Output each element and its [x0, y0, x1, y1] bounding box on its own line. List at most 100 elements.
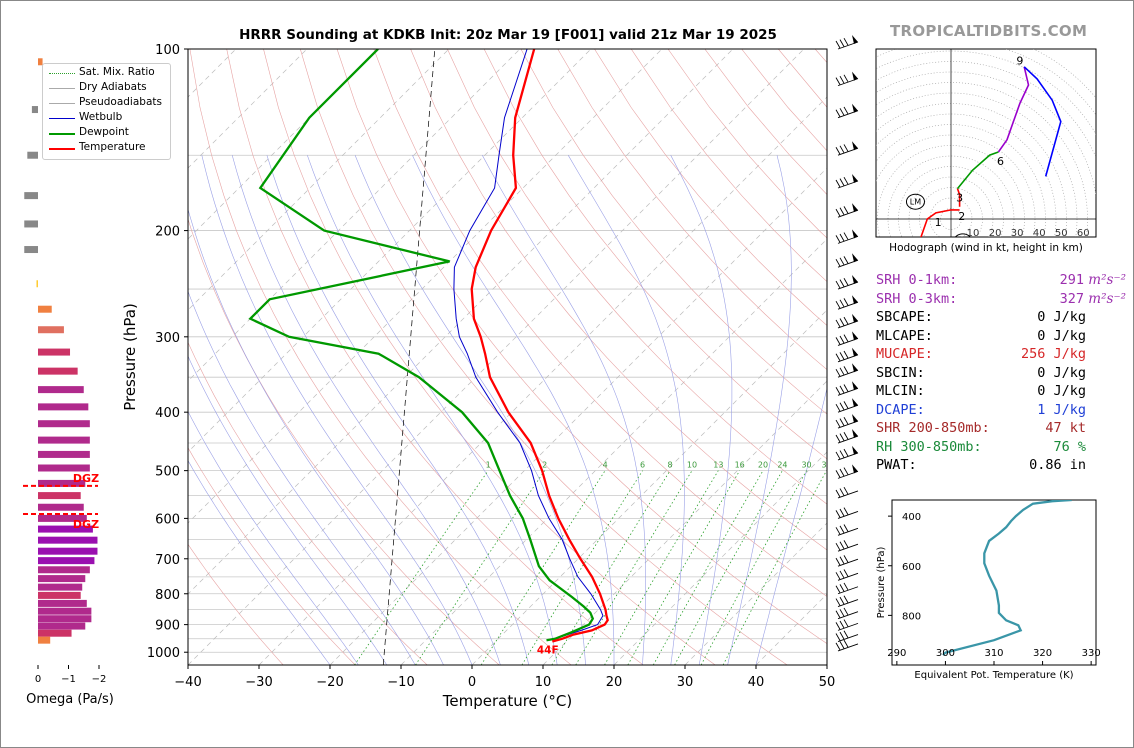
- hodograph-ring-label: 50: [1055, 228, 1068, 239]
- wind-barb: [835, 347, 859, 363]
- stats-key: SHR 200-850mb:: [876, 420, 990, 436]
- hodograph-caption: Hodograph (wind in kt, height in km): [889, 242, 1083, 254]
- stats-row: DCAPE: 1 J/kg: [876, 402, 1126, 421]
- wind-barb: [835, 295, 859, 310]
- omega-bar: [38, 557, 95, 565]
- x-tick-label: 0: [468, 675, 476, 690]
- omega-bar: [38, 326, 64, 334]
- y-tick-label: 1000: [147, 646, 180, 661]
- mixing-ratio-label: 16: [735, 461, 745, 470]
- theta-e-x-tick-label: 300: [936, 648, 955, 659]
- dry-adiabat-line: [189, 49, 572, 665]
- hodograph-height-label: 1: [935, 216, 942, 229]
- wind-barb-feather: [835, 642, 841, 651]
- dgz-label: DGZ: [73, 518, 99, 531]
- omega-bar: [38, 636, 51, 644]
- isotherm-line: [188, 49, 592, 453]
- stats-panel: SRH 0-1km: 291 m²s⁻² SRH 0-3km: 327 m²s⁻² SB…: [876, 272, 1126, 476]
- omega-bar: [38, 367, 78, 375]
- wetbulb-series-line: [453, 49, 604, 641]
- mixing-ratio-label: 20: [758, 461, 768, 470]
- stats-value: 0.86 in: [1029, 457, 1086, 473]
- wind-barb: [835, 445, 859, 461]
- wind-barb-flag: [852, 445, 858, 455]
- wind-barb: [835, 331, 859, 346]
- wind-barb-feather: [839, 433, 845, 441]
- mixing-ratio-label: 24: [777, 461, 787, 470]
- wind-barb-flag: [852, 429, 858, 439]
- wind-barb: [835, 555, 859, 567]
- wind-barb-feather: [843, 486, 849, 495]
- omega-bar: [38, 599, 87, 607]
- isotherm-line: [188, 49, 521, 382]
- moist-adiabat-line: [755, 387, 827, 665]
- hodograph-segment: [956, 188, 961, 207]
- stats-key: DCAPE:: [876, 401, 925, 418]
- stats-value: 76 %: [1053, 438, 1086, 455]
- wind-barb-feather: [839, 596, 845, 605]
- wind-barb-staff: [837, 643, 859, 652]
- wind-barb: [835, 486, 859, 499]
- isotherm-line: [188, 49, 663, 524]
- hodograph-segment: [1023, 66, 1062, 177]
- wind-barb-feather: [843, 569, 849, 577]
- wind-barb: [835, 398, 859, 413]
- wind-barb-feather: [835, 633, 841, 641]
- omega-bar: [38, 591, 81, 599]
- wind-barb-flag: [852, 35, 858, 44]
- y-tick-label: 700: [155, 553, 180, 568]
- mixing-ratio-line: [521, 470, 643, 665]
- x-tick-label: 20: [606, 675, 623, 690]
- x-tick-label: −30: [245, 675, 272, 690]
- wind-barb-feather: [839, 207, 845, 215]
- hodograph-height-label: 9: [1016, 55, 1023, 68]
- wind-barb-feather: [843, 432, 849, 440]
- wind-barb-feather: [839, 468, 845, 477]
- storm-motion-marker: [954, 233, 971, 237]
- hodograph-ring-label: 30: [1011, 228, 1024, 239]
- wind-barb: [835, 464, 859, 479]
- hodograph-height-label: 2: [958, 210, 965, 223]
- wind-barb-staff: [837, 599, 859, 607]
- wind-barb-staff: [837, 558, 859, 567]
- wind-barb-staff: [837, 586, 859, 595]
- dry-adiabat-line: [263, 49, 716, 665]
- wind-barb-flag: [852, 141, 858, 151]
- omega-bar: [38, 615, 92, 623]
- dewpoint-series-line: [248, 49, 595, 642]
- wind-barb-flag: [852, 203, 858, 213]
- theta-e-x-tick-label: 290: [887, 648, 906, 659]
- wind-barb-feather: [839, 335, 845, 344]
- y-tick-label: 800: [155, 588, 180, 603]
- theta-e-x-axis-label: Equivalent Pot. Temperature (K): [914, 670, 1073, 681]
- wind-barb-feather: [843, 256, 849, 264]
- omega-bar: [38, 403, 89, 411]
- stats-unit: m²s⁻²: [1084, 290, 1126, 307]
- x-axis-label: Temperature (°C): [442, 692, 572, 710]
- wind-barb-feather: [843, 206, 849, 214]
- wind-barb-feather: [843, 467, 849, 475]
- stats-key: SBCIN:: [876, 364, 925, 381]
- wind-barb-feather: [835, 235, 841, 243]
- omega-bar: [38, 492, 81, 500]
- wind-barb-feather: [839, 418, 845, 426]
- x-tick-label: −40: [174, 675, 201, 690]
- legend-entry-sat-mix-ratio: Sat. Mix. Ratio: [43, 66, 170, 81]
- hodograph-height-label: 6: [997, 155, 1004, 168]
- wind-barb-feather: [835, 387, 841, 395]
- y-tick-label: 400: [155, 406, 180, 421]
- wind-barb-feather: [835, 258, 841, 267]
- isotherm-line: [188, 49, 734, 595]
- hodograph-segment: [920, 209, 960, 237]
- wind-barb-staff: [837, 611, 859, 620]
- omega-bar: [38, 536, 98, 544]
- legend-label: Temperature: [79, 141, 146, 153]
- wind-barb: [835, 619, 859, 631]
- mixing-ratio-line: [480, 470, 606, 665]
- moist-adiabat-line: [188, 355, 388, 665]
- wind-barb-feather: [835, 146, 841, 155]
- stats-key: SRH 0-1km:: [876, 272, 958, 288]
- moist-adiabat-line: [567, 155, 685, 665]
- stats-value: 0 J/kg: [1037, 364, 1086, 381]
- legend-swatch: [49, 103, 75, 104]
